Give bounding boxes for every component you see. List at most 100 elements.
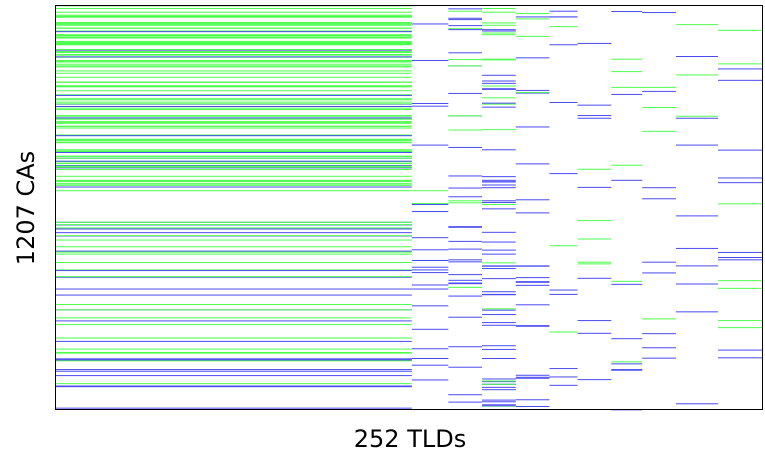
- heatmap-cell: [55, 166, 412, 168]
- heatmap-cell: [55, 94, 412, 96]
- heatmap-cell: [675, 247, 719, 249]
- heatmap-cell: [55, 101, 412, 103]
- heatmap-cell: [448, 200, 483, 202]
- heatmap-cell: [642, 86, 676, 88]
- heatmap-cell: [482, 11, 516, 13]
- heatmap-cell: [55, 179, 412, 181]
- heatmap-cell: [55, 407, 412, 409]
- heatmap-cell: [482, 249, 516, 251]
- heatmap-cell: [718, 256, 763, 258]
- heatmap-cell: [577, 379, 612, 381]
- heatmap-cell: [448, 316, 483, 318]
- heatmap-cell: [55, 138, 412, 140]
- heatmap-cell: [55, 115, 412, 117]
- heatmap-cell: [718, 357, 763, 359]
- heatmap-cell: [577, 261, 612, 263]
- heatmap-cell: [515, 281, 550, 283]
- heatmap-cell: [411, 284, 449, 286]
- heatmap-cell: [55, 70, 412, 72]
- heatmap-cell: [448, 295, 483, 297]
- heatmap-cell: [55, 23, 412, 25]
- heatmap-cell: [577, 277, 612, 279]
- heatmap-cell: [482, 309, 516, 311]
- heatmap-cell: [55, 121, 412, 123]
- heatmap-cell: [55, 40, 412, 42]
- heatmap-cell: [549, 293, 578, 295]
- heatmap-cell: [515, 126, 550, 128]
- heatmap-cell: [448, 346, 483, 348]
- heatmap-cell: [55, 118, 412, 120]
- heatmap-cell: [482, 291, 516, 293]
- heatmap-cell: [549, 384, 578, 386]
- heatmap-cell: [55, 30, 412, 32]
- heatmap-cell: [549, 368, 578, 370]
- heatmap-cell: [55, 37, 412, 39]
- heatmap-cell: [55, 151, 412, 153]
- heatmap-cell: [55, 50, 412, 52]
- heatmap-cell: [515, 16, 550, 18]
- heatmap-cell: [55, 227, 412, 229]
- heatmap-cell: [482, 203, 516, 205]
- heatmap-cell: [55, 142, 412, 144]
- heatmap-cell: [515, 199, 550, 201]
- heatmap-cell: [549, 10, 578, 12]
- heatmap-cell: [448, 226, 483, 228]
- heatmap-cell: [611, 363, 643, 365]
- heatmap-cell: [55, 43, 412, 45]
- heatmap-cell: [675, 311, 719, 313]
- heatmap-cell: [515, 163, 550, 165]
- heatmap-cell: [482, 399, 516, 401]
- heatmap-cell: [411, 379, 449, 381]
- heatmap-cell: [55, 53, 412, 55]
- heatmap-cell: [55, 370, 412, 372]
- heatmap-cell: [482, 74, 516, 76]
- heatmap-cell: [55, 250, 412, 252]
- heatmap-cell: [577, 104, 612, 106]
- heatmap-cell: [577, 168, 612, 170]
- x-axis-label: 252 TLDs: [353, 425, 467, 453]
- heatmap-cell: [482, 24, 516, 26]
- heatmap-cell: [718, 63, 763, 65]
- heatmap-cell: [642, 187, 676, 189]
- heatmap-cell: [549, 173, 578, 175]
- heatmap-cell: [515, 399, 550, 401]
- heatmap-cell: [55, 351, 412, 353]
- heatmap-cell: [642, 357, 676, 359]
- heatmap-cell: [482, 30, 516, 32]
- heatmap-cell: [55, 375, 412, 377]
- heatmap-cell: [549, 44, 578, 46]
- heatmap-cell: [675, 74, 719, 76]
- heatmap-cell: [55, 49, 412, 51]
- heatmap-cell: [55, 221, 412, 223]
- heatmap-cell: [55, 15, 412, 17]
- heatmap-cell: [482, 8, 516, 10]
- heatmap-cell: [55, 16, 412, 18]
- heatmap-cell: [611, 71, 643, 73]
- heatmap-cell: [411, 272, 449, 274]
- heatmap-cell: [482, 268, 516, 270]
- heatmap-cell: [642, 333, 676, 335]
- heatmap-cell: [55, 232, 412, 234]
- heatmap-cell: [642, 198, 676, 200]
- heatmap-cell: [718, 29, 763, 31]
- heatmap-cell: [448, 92, 483, 94]
- heatmap-cell: [448, 196, 483, 198]
- heatmap-cell: [411, 249, 449, 251]
- heatmap-cell: [482, 345, 516, 347]
- heatmap-cell: [718, 251, 763, 253]
- heatmap-cells: [55, 5, 763, 411]
- heatmap-cell: [482, 88, 516, 90]
- heatmap-cell: [482, 208, 516, 210]
- heatmap-cell: [675, 24, 719, 26]
- heatmap-cell: [675, 265, 719, 267]
- heatmap-cell: [411, 237, 449, 239]
- heatmap-cell: [411, 102, 449, 104]
- heatmap-cell: [642, 12, 676, 14]
- heatmap-cell: [55, 141, 412, 143]
- heatmap-cell: [482, 378, 516, 380]
- heatmap-cell: [55, 186, 412, 188]
- heatmap-cell: [482, 80, 516, 82]
- heatmap-cell: [611, 11, 643, 13]
- heatmap-cell: [55, 184, 412, 186]
